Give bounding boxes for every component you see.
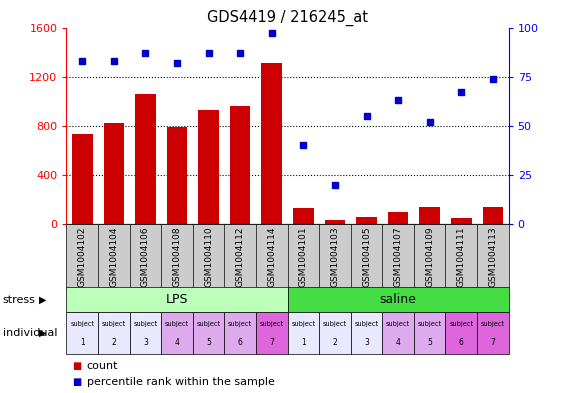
Text: 1: 1 <box>80 338 84 347</box>
Text: 6: 6 <box>238 338 243 347</box>
Text: GSM1004112: GSM1004112 <box>236 226 244 286</box>
Text: subject: subject <box>481 321 505 327</box>
Text: subject: subject <box>134 321 157 327</box>
Text: GSM1004105: GSM1004105 <box>362 226 371 287</box>
Text: subject: subject <box>102 321 126 327</box>
Text: ▶: ▶ <box>39 295 47 305</box>
Text: 4: 4 <box>396 338 401 347</box>
Bar <box>72 134 92 224</box>
Text: 2: 2 <box>332 338 338 347</box>
Text: GSM1004103: GSM1004103 <box>331 226 339 287</box>
Bar <box>129 312 161 354</box>
Bar <box>166 127 187 224</box>
Text: ■: ■ <box>72 377 81 387</box>
Bar <box>420 207 440 224</box>
Text: 1: 1 <box>301 338 306 347</box>
Bar <box>414 312 446 354</box>
Bar <box>98 312 129 354</box>
Text: GSM1004114: GSM1004114 <box>267 226 276 286</box>
Text: 3: 3 <box>143 338 148 347</box>
Bar <box>224 312 256 354</box>
Bar <box>451 218 472 224</box>
Text: ■: ■ <box>72 361 81 371</box>
Text: GSM1004109: GSM1004109 <box>425 226 434 287</box>
Text: 6: 6 <box>459 338 464 347</box>
Bar <box>103 123 124 224</box>
Text: subject: subject <box>70 321 94 327</box>
Text: 2: 2 <box>112 338 116 347</box>
Text: LPS: LPS <box>166 293 188 306</box>
Text: 5: 5 <box>206 338 211 347</box>
Bar <box>287 312 319 354</box>
Bar <box>66 287 287 312</box>
Text: stress: stress <box>3 295 36 305</box>
Text: GSM1004101: GSM1004101 <box>299 226 308 287</box>
Bar <box>477 312 509 354</box>
Text: GSM1004107: GSM1004107 <box>394 226 403 287</box>
Text: ▶: ▶ <box>39 328 47 338</box>
Bar <box>319 312 351 354</box>
Text: GSM1004113: GSM1004113 <box>488 226 497 287</box>
Text: GSM1004106: GSM1004106 <box>141 226 150 287</box>
Bar <box>351 312 382 354</box>
Text: 5: 5 <box>427 338 432 347</box>
Text: subject: subject <box>165 321 189 327</box>
Bar <box>388 212 409 224</box>
Text: 4: 4 <box>175 338 179 347</box>
Text: percentile rank within the sample: percentile rank within the sample <box>87 377 275 387</box>
Text: subject: subject <box>260 321 284 327</box>
Text: GSM1004108: GSM1004108 <box>172 226 181 287</box>
Text: GSM1004102: GSM1004102 <box>78 226 87 286</box>
Bar <box>66 312 98 354</box>
Text: subject: subject <box>386 321 410 327</box>
Text: individual: individual <box>3 328 57 338</box>
Text: subject: subject <box>197 321 221 327</box>
Bar <box>135 94 155 224</box>
Text: subject: subject <box>323 321 347 327</box>
Text: GSM1004111: GSM1004111 <box>457 226 466 287</box>
Text: GSM1004110: GSM1004110 <box>204 226 213 287</box>
Bar <box>446 312 477 354</box>
Bar <box>325 220 345 224</box>
Bar <box>256 312 287 354</box>
Text: GSM1004104: GSM1004104 <box>109 226 118 286</box>
Text: saline: saline <box>380 293 417 306</box>
Bar <box>198 110 219 224</box>
Text: count: count <box>87 361 118 371</box>
Bar <box>261 63 282 224</box>
Text: 3: 3 <box>364 338 369 347</box>
Text: subject: subject <box>354 321 379 327</box>
Text: 7: 7 <box>490 338 495 347</box>
Title: GDS4419 / 216245_at: GDS4419 / 216245_at <box>207 10 368 26</box>
Text: subject: subject <box>228 321 252 327</box>
Bar <box>382 312 414 354</box>
Bar <box>193 312 224 354</box>
Bar <box>293 208 314 224</box>
Bar <box>483 207 503 224</box>
Bar <box>287 287 509 312</box>
Text: subject: subject <box>418 321 442 327</box>
Text: 7: 7 <box>269 338 274 347</box>
Bar <box>161 312 193 354</box>
Bar <box>230 106 250 224</box>
Text: subject: subject <box>291 321 316 327</box>
Bar <box>356 217 377 224</box>
Text: subject: subject <box>449 321 473 327</box>
